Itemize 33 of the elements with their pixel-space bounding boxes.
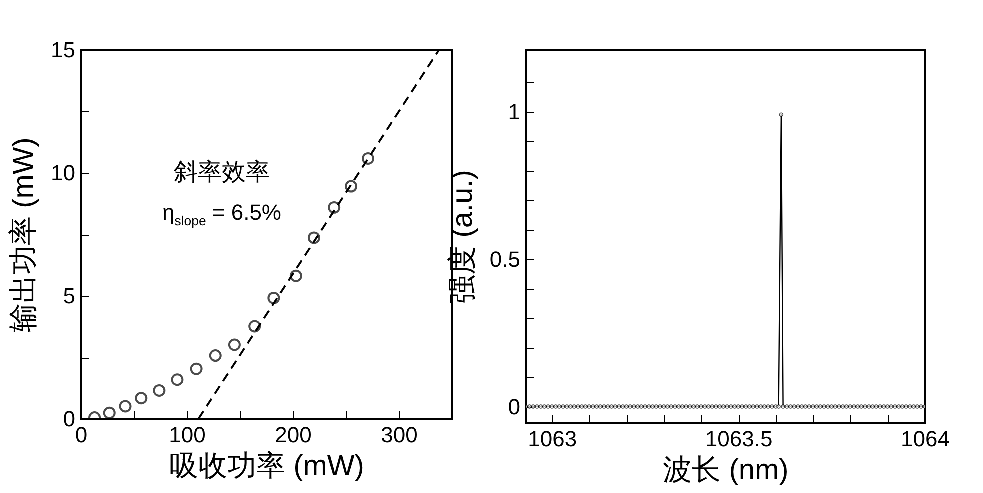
point <box>362 152 375 165</box>
point <box>248 320 262 333</box>
point <box>171 374 184 386</box>
point <box>103 406 116 419</box>
y-tick-label: 1 <box>508 99 520 124</box>
point <box>308 232 320 244</box>
y-tick-label: 5 <box>63 284 76 308</box>
x-tick-label: 1063 <box>528 426 578 452</box>
x-tick-label: 1063.5 <box>705 426 773 452</box>
point <box>135 392 148 405</box>
point <box>209 350 222 362</box>
point <box>268 292 280 304</box>
point <box>190 362 203 376</box>
y-tick-label: 0 <box>508 394 520 420</box>
x-tick-label: 1064 <box>901 426 950 452</box>
point <box>345 180 358 193</box>
y-tick-label: 0.5 <box>490 246 520 272</box>
y-axis-title: 输出功率 (mW) <box>8 138 40 332</box>
x-tick-label: 200 <box>275 422 312 448</box>
x-tick-label: 300 <box>381 422 418 448</box>
point <box>228 338 241 352</box>
y-tick-label: 0 <box>63 406 76 432</box>
y-tick-label: 15 <box>51 38 76 62</box>
point <box>119 400 132 413</box>
point <box>328 201 341 214</box>
x-tick-label: 100 <box>169 422 206 448</box>
point <box>290 270 302 282</box>
x-axis-title: 吸收功率 (mW) <box>170 450 364 482</box>
annotation: η$_{slope}$ = 6.5% <box>162 200 282 228</box>
point <box>153 384 166 397</box>
x-axis-title: 波长 (nm) <box>663 454 789 486</box>
y-tick-label: 10 <box>51 160 76 186</box>
annotation: 斜率效率 <box>174 158 270 188</box>
